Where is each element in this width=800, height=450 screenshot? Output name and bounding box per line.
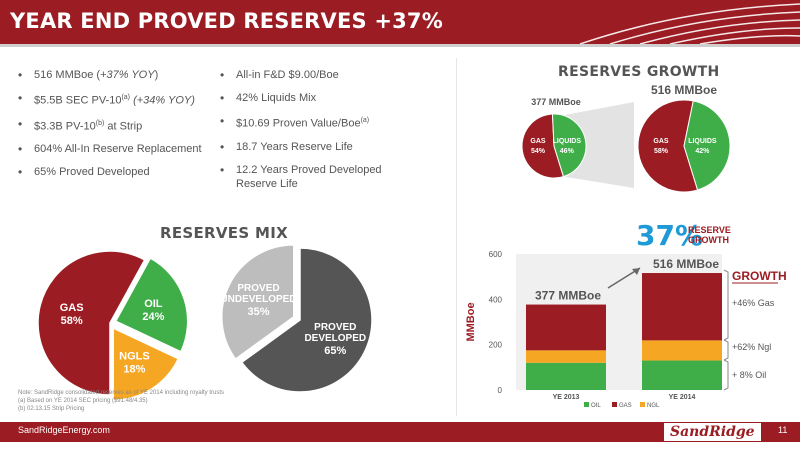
page-number: 11 <box>778 425 788 435</box>
bar-ngl-0 <box>526 350 606 363</box>
reserves-mix-title: RESERVES MIX <box>160 224 288 242</box>
growth-arrow-head <box>632 268 640 275</box>
bullet-item: $10.69 Proven Value/Boe(a) <box>220 114 410 131</box>
growth-annotation: +46% Gas <box>732 298 775 308</box>
bullet-item: 604% All-In Reserve Replacement <box>18 142 218 156</box>
pie-label: DEVELOPED <box>304 333 366 344</box>
footer-bar <box>0 422 800 442</box>
growth-callout-label: RESERVE GROWTH <box>688 225 731 245</box>
pie-value-label: 24% <box>142 311 164 323</box>
bullet-list-right: All-in F&D $9.00/Boe 42% Liquids Mix $10… <box>220 68 410 200</box>
company-logo: SandRidge <box>664 423 761 441</box>
header-decoration <box>579 3 800 44</box>
growth-callout-pct: 37% <box>636 219 704 252</box>
growth-annotation-title: GROWTH <box>732 269 787 283</box>
growth-callout: 37% RESERVE GROWTH <box>636 219 731 252</box>
pie-slice-liquids <box>683 100 731 191</box>
x-tick-label: YE 2014 <box>669 394 696 401</box>
growth-annotation: +62% Ngl <box>732 342 771 352</box>
pie-label: LIQUIDS <box>553 138 582 145</box>
reserves-growth-pies: GAS 54% LIQUIDS 46% GAS 58% LIQUIDS 42% 377 MMBo… <box>521 83 731 193</box>
pie-slice-liquids <box>551 113 587 178</box>
growth-annotation: + 8% Oil <box>732 370 766 380</box>
pie-label: OIL <box>144 298 163 310</box>
footnote: (b) 02.13.15 Strip Pricing <box>18 406 85 412</box>
bar-total-label: 516 MMBoe <box>653 257 719 271</box>
pie-slice-proved-undeveloped <box>221 244 295 361</box>
pie-value-label: 42% <box>695 148 710 155</box>
pie-label: NGLS <box>119 351 150 363</box>
y-tick-label: 400 <box>489 295 503 304</box>
growth-bracket <box>723 359 729 391</box>
reserves-growth-title: RESERVES GROWTH <box>558 64 720 80</box>
footnote: (a) Based on YE 2014 SEC pricing ($91.48… <box>18 398 148 404</box>
bullet-item: 12.2 Years Proved Developed Reserve Life <box>220 163 410 191</box>
pie-label: PROVED <box>314 322 356 333</box>
reserves-bar-chart: 0 200 400 600 MMBoe YE 2013 377 MMBoe YE 2014 51… <box>465 250 787 409</box>
y-axis-label: MMBoe <box>465 302 477 341</box>
bar-gas-1 <box>642 273 722 341</box>
pie-label: GAS <box>530 138 546 145</box>
bar-oil-1 <box>642 360 722 390</box>
header-divider <box>0 44 800 47</box>
panel-divider <box>456 58 457 416</box>
legend-label: GAS <box>619 403 632 409</box>
pie-label: UNDEVELOPED <box>220 294 296 305</box>
legend-swatch <box>584 402 589 407</box>
x-tick-label: YE 2013 <box>553 394 580 401</box>
bar-total-label: 377 MMBoe <box>535 289 601 303</box>
reserves-mix-charts: GAS58%OIL24%NGLS18%PROVEDDEVELOPED65%PRO… <box>37 244 373 400</box>
bar-gas-0 <box>526 304 606 351</box>
footer-website: SandRidgeEnergy.com <box>18 425 110 435</box>
bullet-item: 42% Liquids Mix <box>220 91 410 105</box>
bullet-item: 65% Proved Developed <box>18 165 218 179</box>
pie-slice-gas <box>637 99 699 193</box>
growth-bracket <box>723 269 729 341</box>
pie-label: GAS <box>60 302 84 314</box>
bar-oil-0 <box>526 362 606 390</box>
pie-value-label: 54% <box>531 148 546 155</box>
pie-value-label: 58% <box>61 315 83 327</box>
legend-label: OIL <box>591 403 601 409</box>
footnotes: Note: SandRidge consolidated reserves as… <box>18 389 318 413</box>
y-tick-label: 600 <box>489 250 503 259</box>
pie-label: LIQUIDS <box>688 138 717 145</box>
pie-value-label: 18% <box>123 364 145 376</box>
pie-label: GAS <box>653 138 669 145</box>
pie-total-label: 377 MMBoe <box>531 97 581 107</box>
legend-label: NGL <box>647 403 660 409</box>
bar-ngl-1 <box>642 340 722 361</box>
legend-swatch <box>612 402 617 407</box>
pie-slice-oil <box>114 257 189 353</box>
bullet-item: 18.7 Years Reserve Life <box>220 140 410 154</box>
pie-value-label: 65% <box>324 345 346 357</box>
y-tick-label: 200 <box>489 341 503 350</box>
growth-bracket <box>723 339 729 361</box>
pie-slice-ngls <box>112 326 180 400</box>
pie-label: PROVED <box>237 283 279 294</box>
pie-slice-proved-developed <box>240 247 373 393</box>
header-bar: YEAR END PROVED RESERVES +37% <box>0 0 800 44</box>
y-tick-label: 0 <box>498 386 503 395</box>
footnote: Note: SandRidge consolidated reserves as… <box>18 390 225 396</box>
pie-total-label: 516 MMBoe <box>651 83 717 97</box>
bullet-list-left: 516 MMBoe (+37% YOY) $5.5B SEC PV-10(a) … <box>18 68 218 188</box>
bullet-item: All-in F&D $9.00/Boe <box>220 68 410 82</box>
bullet-item: $3.3B PV-10(b) at Strip <box>18 117 218 134</box>
pie-value-label: 35% <box>247 306 269 318</box>
legend-swatch <box>640 402 645 407</box>
page-title: YEAR END PROVED RESERVES +37% <box>10 9 443 33</box>
pie-value-label: 46% <box>560 148 575 155</box>
bullet-item: $5.5B SEC PV-10(a) (+34% YOY) <box>18 91 218 108</box>
pie-slice-gas <box>37 250 146 396</box>
bullet-item: 516 MMBoe (+37% YOY) <box>18 68 218 82</box>
pie-value-label: 58% <box>654 148 669 155</box>
